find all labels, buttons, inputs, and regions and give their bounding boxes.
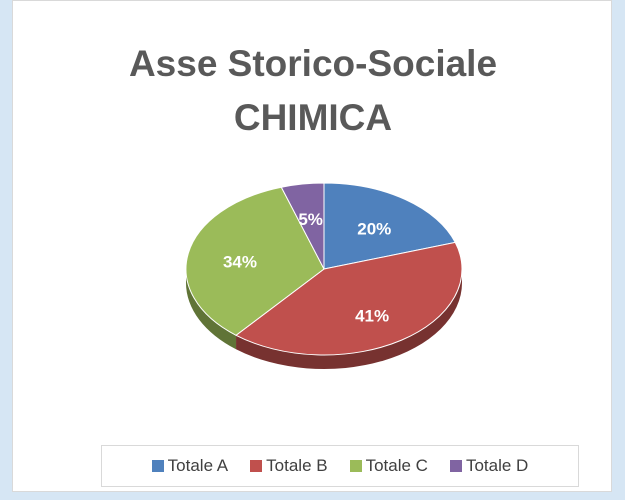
data-label: 34% bbox=[223, 252, 257, 271]
chart-area: Asse Storico-Sociale CHIMICA 20% 41% 34% 5%… bbox=[12, 0, 612, 492]
legend-item: Totale D bbox=[449, 456, 529, 476]
slice bbox=[323, 182, 456, 270]
legend-swatch bbox=[250, 460, 263, 472]
legend-label: Totale D bbox=[465, 456, 529, 475]
slice bbox=[185, 186, 325, 336]
legend-label: Totale C bbox=[365, 456, 428, 475]
data-label: 5% bbox=[298, 210, 323, 229]
slice-side bbox=[236, 269, 462, 369]
chart: 20% 41% 34% 5% bbox=[185, 182, 463, 369]
legend-label: Totale B bbox=[266, 456, 328, 475]
legend: Totale A Totale B Totale C Totale D bbox=[101, 445, 579, 487]
legend-label: Totale A bbox=[167, 456, 229, 475]
legend-swatch bbox=[449, 460, 462, 472]
legend-swatch bbox=[349, 460, 362, 472]
chart-title: Asse Storico-Sociale CHIMICA bbox=[128, 43, 498, 138]
slice-side bbox=[186, 269, 237, 350]
slice bbox=[235, 241, 463, 356]
slice bbox=[280, 182, 325, 270]
legend-item: Totale A bbox=[151, 456, 229, 476]
data-label: 41% bbox=[355, 307, 389, 326]
legend-item: Totale C bbox=[349, 456, 428, 476]
data-label: 20% bbox=[357, 219, 391, 238]
legend-item: Totale B bbox=[250, 456, 328, 476]
legend-swatch bbox=[151, 460, 164, 472]
